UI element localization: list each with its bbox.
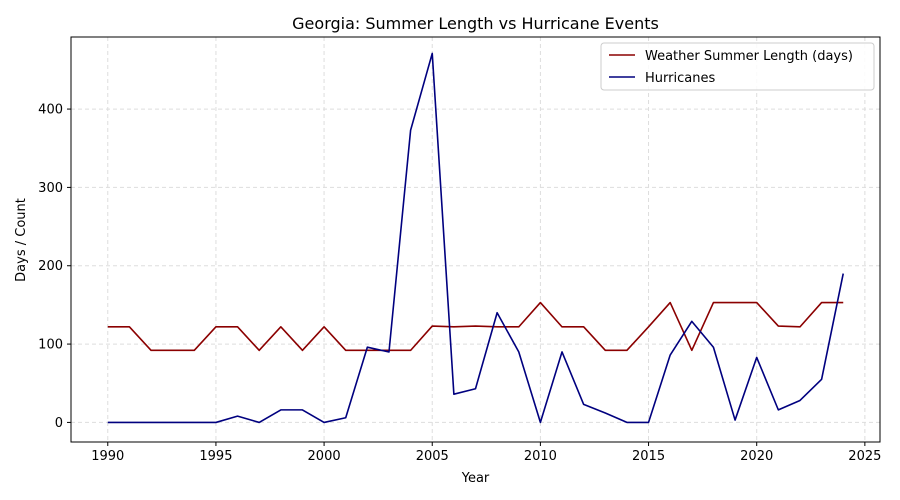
- plot-area-frame: [70, 36, 881, 443]
- y-axis-title: Days / Count: [14, 198, 29, 282]
- x-axis-title: Year: [461, 471, 490, 486]
- chart-title: Georgia: Summer Length vs Hurricane Even…: [292, 14, 659, 33]
- legend-box: [600, 42, 875, 91]
- series-line-1: [107, 52, 845, 424]
- x-tick-label: 1995: [199, 449, 232, 464]
- x-tick-label: 2020: [740, 449, 773, 464]
- x-tick-label: 2015: [632, 449, 665, 464]
- y-tick-label: 0: [55, 416, 63, 431]
- x-tick-label: 1990: [91, 449, 124, 464]
- legend-label: Weather Summer Length (days): [645, 49, 853, 64]
- legend-label: Hurricanes: [645, 71, 715, 86]
- series-lines: [107, 52, 845, 424]
- y-tick-label: 300: [38, 181, 63, 196]
- y-tick-label: 400: [38, 103, 63, 118]
- x-tick-label: 2000: [308, 449, 341, 464]
- x-tick-label: 2005: [416, 449, 449, 464]
- x-axis-ticks: 1990 1995 2000 2005 2010 2015 2020 2025: [91, 442, 881, 464]
- y-tick-label: 200: [38, 259, 63, 274]
- y-axis-ticks: 0 100 200 300 400: [38, 103, 71, 431]
- legend: Weather Summer Length (days) Hurricanes: [600, 42, 875, 91]
- series-line-0: [107, 301, 844, 352]
- x-tick-label: 2025: [848, 449, 881, 464]
- x-tick-label: 2010: [524, 449, 557, 464]
- y-tick-label: 100: [38, 338, 63, 353]
- grid-lines: [71, 37, 880, 442]
